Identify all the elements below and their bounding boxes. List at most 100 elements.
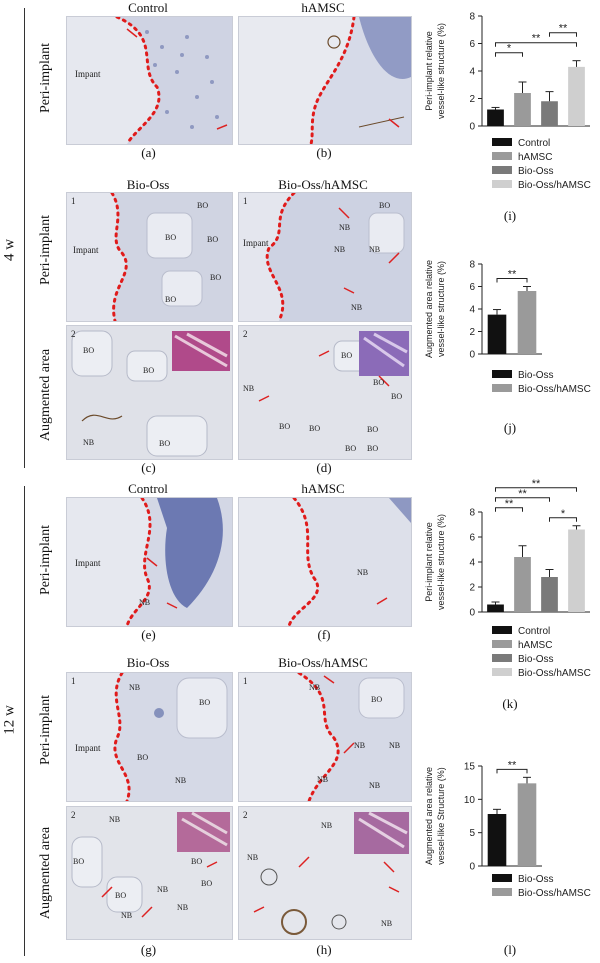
micrograph-c-peri-image xyxy=(67,193,232,321)
legend-label-i-2: Bio-Oss xyxy=(518,166,554,177)
bar-k-2 xyxy=(541,577,558,612)
legend-label-i-1: hAMSC xyxy=(518,152,552,163)
panel-letter-d: (d) xyxy=(316,460,332,475)
row-label-peri-12w: Peri-implant xyxy=(38,695,53,765)
y-tick-label-l-10: 10 xyxy=(464,795,476,806)
nb-label-d4: NB xyxy=(351,303,363,312)
bar-i-3 xyxy=(568,66,585,126)
nb-label-d1: NB xyxy=(339,223,351,232)
micrograph-a: Impant xyxy=(66,16,233,145)
bo-label-g1: BO xyxy=(199,698,211,707)
sig-bracket-i-1 xyxy=(495,42,577,47)
legend-label-l-0: Bio-Oss xyxy=(518,874,554,885)
sig-bracket-k-0 xyxy=(549,517,577,522)
panel-letter-f: (f) xyxy=(317,627,331,642)
nb-label-f1: NB xyxy=(357,568,369,577)
bo-label-g6: BO xyxy=(115,891,127,900)
time-divider-12w xyxy=(24,486,25,956)
bo-label-d8: BO xyxy=(345,444,357,453)
bar-j-0 xyxy=(487,314,507,354)
col-title-hamsc-12w: hAMSC xyxy=(301,481,345,496)
sig-label-k-1: ** xyxy=(505,498,514,510)
legend-swatch-i-0 xyxy=(492,138,512,146)
implant-label-e: Impant xyxy=(75,558,101,568)
micrograph-h-peri-image xyxy=(239,673,411,801)
legend-label-k-1: hAMSC xyxy=(518,640,552,651)
bo-label-g4: BO xyxy=(191,857,203,866)
nb-label-h3: NB xyxy=(389,741,401,750)
bo-label-c8: BO xyxy=(159,439,171,448)
bo-label-h1: BO xyxy=(371,695,383,704)
legend-label-i-3: Bio-Oss/hAMSC xyxy=(518,180,591,191)
nb-label-g2: NB xyxy=(175,776,187,785)
panel-letter-e: (e) xyxy=(141,627,156,642)
legend-label-j-1: Bio-Oss/hAMSC xyxy=(518,384,591,395)
micrograph-f-image xyxy=(239,498,411,626)
nb-label-g1: NB xyxy=(129,683,141,692)
nb-label-h5: NB xyxy=(369,781,381,790)
micrograph-c-aug-image xyxy=(67,326,232,459)
bar-i-0 xyxy=(487,109,504,126)
col-title-biooss-4w: Bio-Oss xyxy=(126,177,170,192)
panel-letter-j: (j) xyxy=(503,420,517,435)
bo-label-d5: BO xyxy=(279,422,291,431)
bar-l-0 xyxy=(487,814,507,866)
micrograph-c-peri: 1 Impant BO BO BO BO BO xyxy=(66,192,233,322)
bar-k-0 xyxy=(487,604,504,612)
row-label-aug-4w: Augmented area xyxy=(38,348,53,442)
y-tick-label-j-4: 4 xyxy=(469,305,475,316)
legend-label-i-0: Control xyxy=(518,138,550,149)
nb-label-g3: NB xyxy=(109,815,121,824)
y-tick-label-j-0: 0 xyxy=(469,350,475,361)
bo-label-c7: BO xyxy=(143,366,155,375)
time-label-4w: 4 w xyxy=(1,238,18,262)
y-axis-label-l-0: Augmented area relative xyxy=(424,767,434,865)
time-label-12w: 12 w xyxy=(1,705,18,735)
row-label-peri-12w-top: Peri-implant xyxy=(38,525,53,595)
bar-chart-l: 0 5 10 15 Augmented area relative vessel-like… xyxy=(424,759,591,899)
micrograph-h-peri: 1 NB BO NB NB NB NB xyxy=(238,672,412,802)
nb-label-c1: NB xyxy=(83,438,95,447)
col-title-hamsc-4w: hAMSC xyxy=(301,0,345,15)
index-label-2-h: 2 xyxy=(243,810,248,820)
micrograph-e-image xyxy=(67,498,232,626)
sig-label-j-0: ** xyxy=(508,269,517,281)
legend-label-k-0: Control xyxy=(518,626,550,637)
panel-letter-k: (k) xyxy=(502,696,518,711)
bo-label-g3: BO xyxy=(73,857,85,866)
y-axis-label-j-1: vessel-like structure (%) xyxy=(436,261,446,357)
legend-swatch-i-3 xyxy=(492,180,512,188)
legend-swatch-i-1 xyxy=(492,152,512,160)
row-label-aug-12w: Augmented area xyxy=(38,826,53,920)
micrograph-b xyxy=(238,16,412,145)
nb-label-h4: NB xyxy=(317,775,329,784)
y-axis-label-k-1: vessel-like structure (%) xyxy=(436,514,446,610)
nb-label-d3: NB xyxy=(369,245,381,254)
legend-label-k-2: Bio-Oss xyxy=(518,654,554,665)
bar-k-3 xyxy=(568,529,585,612)
sig-label-l-0: ** xyxy=(508,759,517,771)
sig-bracket-k-3 xyxy=(495,487,577,492)
bo-label-d3: BO xyxy=(373,378,385,387)
legend-swatch-k-2 xyxy=(492,654,512,662)
panel-letter-l: (l) xyxy=(503,942,517,957)
bar-i-2 xyxy=(541,101,558,126)
legend-swatch-k-3 xyxy=(492,668,512,676)
nb-label-g6: NB xyxy=(121,911,133,920)
y-tick-label-j-2: 2 xyxy=(469,327,475,338)
bo-label-g5: BO xyxy=(201,879,213,888)
legend-swatch-j-1 xyxy=(492,384,512,392)
implant-label-a: Impant xyxy=(75,69,101,79)
nb-label-h7: NB xyxy=(247,853,259,862)
y-tick-label-k-0: 0 xyxy=(469,608,475,619)
bar-chart-i: 0 2 4 6 8 Peri-implant relative vessel-like st… xyxy=(424,12,591,192)
micrograph-e: Impant NB xyxy=(66,497,233,627)
y-tick-label-i-0: 0 xyxy=(469,122,475,133)
bar-chart-j: 0 2 4 6 8 Augmented area relative vessel-like … xyxy=(424,260,591,396)
panel-letter-b: (b) xyxy=(316,145,332,160)
row-label-peri-4w-top: Peri-implant xyxy=(38,43,53,113)
micrograph-g-aug: 2 NB BO BO BO BO NB NB NB xyxy=(66,806,233,940)
micrograph-d-peri-image xyxy=(239,193,411,321)
bo-label-d6: BO xyxy=(309,424,321,433)
sig-label-k-0: * xyxy=(561,508,566,520)
